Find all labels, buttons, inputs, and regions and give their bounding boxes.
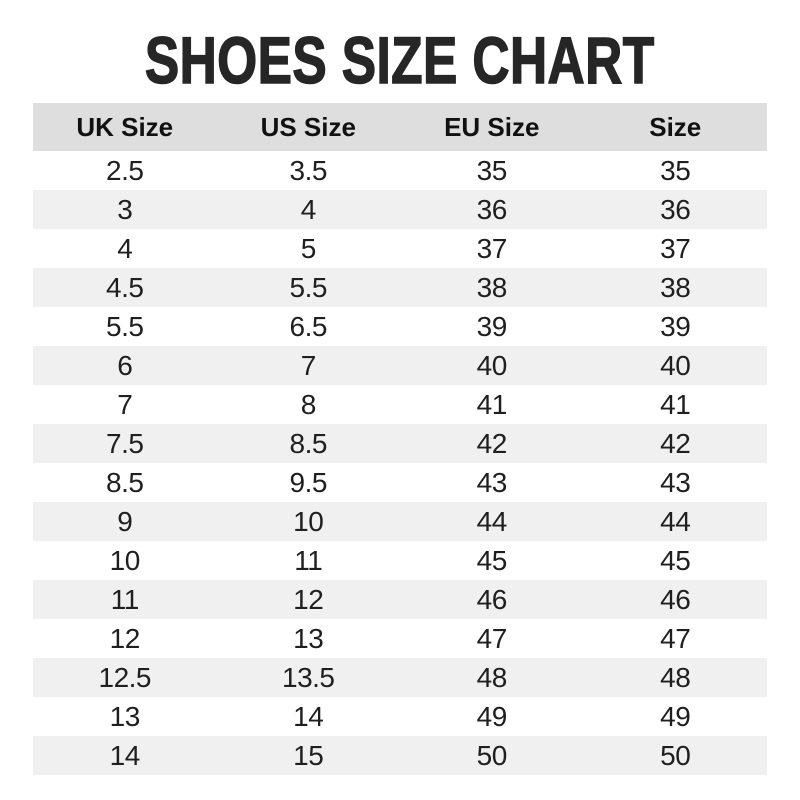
table-cell: 12.5 bbox=[33, 658, 217, 697]
table-cell: 13 bbox=[293, 622, 324, 654]
table-cell: 37 bbox=[476, 232, 508, 264]
table-cell: 9.5 bbox=[289, 466, 328, 498]
table-cell: 6.5 bbox=[289, 310, 328, 342]
table-cell: 5 bbox=[300, 232, 317, 264]
table-cell: 4 bbox=[117, 232, 133, 264]
size-table-body: 2.5 3.5 35 35 3 4 36 36 4 5 37 37 4.5 5.5 38 38 5.5 6.5 39… bbox=[33, 151, 767, 775]
table-cell: 38 bbox=[583, 268, 767, 307]
table-cell: 13.5 bbox=[216, 658, 400, 697]
table-cell: 42 bbox=[583, 424, 767, 463]
table-cell: 5.5 bbox=[216, 268, 400, 307]
table-row: 12.5 13.5 48 48 bbox=[33, 658, 767, 697]
table-cell: 11 bbox=[294, 544, 323, 576]
page-title-text: SHOES SIZE CHART bbox=[145, 23, 655, 97]
table-row: 9 10 44 44 bbox=[33, 502, 767, 541]
table-row: 4.5 5.5 38 38 bbox=[33, 268, 767, 307]
table-row: 14 15 50 50 bbox=[33, 736, 767, 775]
table-cell: 39 bbox=[660, 310, 691, 342]
table-cell: 7 bbox=[117, 388, 133, 420]
page-title: SHOES SIZE CHART bbox=[0, 0, 800, 97]
table-cell: 2.5 bbox=[106, 154, 144, 186]
table-cell: 11 bbox=[33, 580, 217, 619]
column-header-size: Size bbox=[583, 103, 767, 151]
table-cell: 43 bbox=[660, 466, 691, 498]
table-cell: 41 bbox=[660, 388, 691, 420]
table-cell: 45 bbox=[476, 544, 508, 576]
table-row: 7.5 8.5 42 42 bbox=[33, 424, 767, 463]
table-cell: 47 bbox=[660, 622, 691, 654]
table-cell: 41 bbox=[476, 388, 508, 420]
table-cell: 46 bbox=[583, 580, 767, 619]
table-cell: 15 bbox=[216, 736, 400, 775]
table-cell: 5.5 bbox=[106, 310, 144, 342]
table-cell: 47 bbox=[476, 622, 508, 654]
column-header-uk-size: UK Size bbox=[33, 103, 217, 151]
table-cell: 8 bbox=[300, 388, 317, 420]
header-row: UK Size US Size EU Size Size bbox=[33, 103, 767, 151]
table-cell: 10 bbox=[109, 544, 141, 576]
table-cell: 8.5 bbox=[106, 466, 144, 498]
table-row: 8.5 9.5 43 43 bbox=[33, 463, 767, 502]
table-cell: 36 bbox=[583, 190, 767, 229]
table-cell: 35 bbox=[660, 154, 691, 186]
table-cell: 43 bbox=[476, 466, 508, 498]
table-cell: 9 bbox=[33, 502, 217, 541]
table-cell: 50 bbox=[400, 736, 584, 775]
table-cell: 49 bbox=[660, 700, 691, 732]
table-cell: 10 bbox=[216, 502, 400, 541]
table-cell: 4.5 bbox=[33, 268, 217, 307]
table-row: 6 7 40 40 bbox=[33, 346, 767, 385]
table-cell: 12 bbox=[216, 580, 400, 619]
table-cell: 12 bbox=[109, 622, 141, 654]
table-cell: 42 bbox=[400, 424, 584, 463]
table-cell: 3.5 bbox=[289, 154, 328, 186]
table-cell: 49 bbox=[476, 700, 508, 732]
size-table-header: UK Size US Size EU Size Size bbox=[33, 103, 767, 151]
table-cell: 8.5 bbox=[216, 424, 400, 463]
table-row: 3 4 36 36 bbox=[33, 190, 767, 229]
table-cell: 14 bbox=[33, 736, 217, 775]
table-row: 10 11 45 45 bbox=[33, 541, 767, 580]
table-cell: 46 bbox=[400, 580, 584, 619]
table-row: 5.5 6.5 39 39 bbox=[33, 307, 767, 346]
table-cell: 4 bbox=[216, 190, 400, 229]
table-cell: 7 bbox=[216, 346, 400, 385]
table-cell: 45 bbox=[660, 544, 691, 576]
table-cell: 44 bbox=[583, 502, 767, 541]
table-cell: 38 bbox=[400, 268, 584, 307]
table-row: 13 14 49 49 bbox=[33, 697, 767, 736]
table-cell: 13 bbox=[109, 700, 141, 732]
table-cell: 50 bbox=[583, 736, 767, 775]
column-header-eu-size: EU Size bbox=[400, 103, 584, 151]
size-table: UK Size US Size EU Size Size 2.5 3.5 35 35 3… bbox=[33, 103, 767, 775]
table-cell: 48 bbox=[583, 658, 767, 697]
table-row: 12 13 47 47 bbox=[33, 619, 767, 658]
table-row: 7 8 41 41 bbox=[33, 385, 767, 424]
table-cell: 36 bbox=[400, 190, 584, 229]
table-cell: 14 bbox=[293, 700, 324, 732]
table-cell: 44 bbox=[400, 502, 584, 541]
table-cell: 35 bbox=[476, 154, 508, 186]
table-cell: 40 bbox=[400, 346, 584, 385]
table-row: 4 5 37 37 bbox=[33, 229, 767, 268]
table-row: 11 12 46 46 bbox=[33, 580, 767, 619]
table-cell: 37 bbox=[660, 232, 691, 264]
column-header-us-size: US Size bbox=[216, 103, 400, 151]
table-cell: 7.5 bbox=[33, 424, 217, 463]
table-row: 2.5 3.5 35 35 bbox=[33, 151, 767, 190]
table-cell: 39 bbox=[476, 310, 508, 342]
table-cell: 6 bbox=[33, 346, 217, 385]
table-cell: 3 bbox=[33, 190, 217, 229]
table-cell: 40 bbox=[583, 346, 767, 385]
table-cell: 48 bbox=[400, 658, 584, 697]
